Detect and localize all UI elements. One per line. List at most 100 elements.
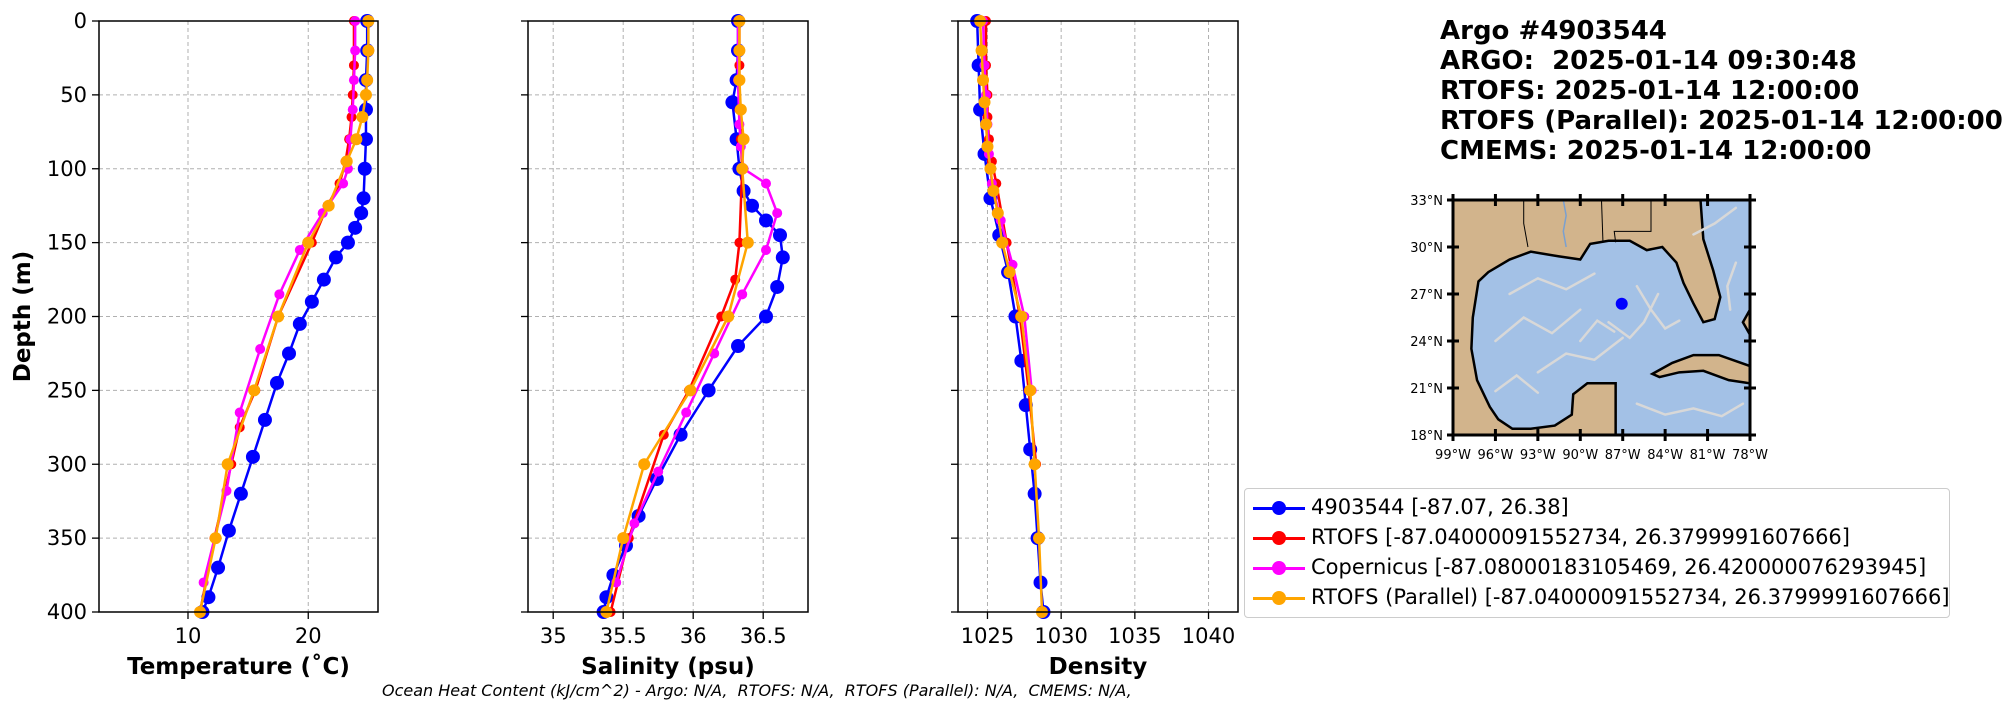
data-point: [245, 449, 260, 464]
data-point: [638, 458, 651, 471]
data-point: [731, 339, 745, 354]
data-point: [741, 236, 754, 249]
current-streak: [1508, 272, 1596, 296]
data-point: [282, 346, 297, 361]
legend-marker-icon: [1272, 531, 1286, 545]
data-point: [362, 44, 375, 57]
data-point: [722, 310, 735, 323]
argo-time: ARGO: 2025-01-14 09:30:48: [1440, 46, 1857, 76]
float-location-marker: [1615, 297, 1628, 310]
legend: 4903544 [-87.07, 26.38] RTOFS [-87.04000…: [1244, 488, 1950, 618]
legend-label: RTOFS [-87.04000091552734, 26.3799991607…: [1311, 525, 1850, 549]
data-point: [745, 198, 759, 213]
y-tick-label: 100: [47, 157, 87, 181]
y-tick-label: 400: [47, 600, 87, 624]
legend-label: RTOFS (Parallel) [-87.04000091552734, 26…: [1311, 585, 1950, 609]
data-point: [684, 384, 697, 397]
data-point: [773, 228, 787, 243]
current-streak: [1607, 292, 1660, 340]
location-map: 33°N 30°N 27°N 24°N 21°N 18°N 99°W 96°W 93°W 90°W…: [1410, 194, 1768, 463]
data-point: [975, 44, 988, 57]
data-point: [272, 310, 285, 323]
data-point: [358, 132, 373, 147]
data-point: [211, 560, 226, 575]
y-tick-label: 300: [47, 452, 87, 476]
legend-item-argo: 4903544 [-87.07, 26.38]: [1245, 493, 1945, 523]
legend-label: Copernicus [-87.08000183105469, 26.42000…: [1311, 555, 1927, 579]
data-point: [984, 162, 997, 175]
data-point: [209, 532, 222, 545]
legend-marker-icon: [1272, 501, 1286, 515]
map-lon-label: 78°W: [1732, 448, 1768, 463]
data-point: [617, 532, 630, 545]
legend-item-rtofs-parallel: RTOFS (Parallel) [-87.04000091552734, 26…: [1245, 583, 1950, 613]
data-point: [1027, 486, 1042, 501]
data-point: [1033, 532, 1046, 545]
current-streak: [1494, 373, 1540, 394]
data-point: [328, 250, 343, 265]
map-lat-label: 30°N: [1410, 241, 1443, 256]
x-tick-label: 10: [175, 624, 202, 648]
data-point: [734, 237, 745, 248]
y-axis-label: Depth (m): [10, 251, 36, 383]
current-streak: [1726, 261, 1738, 311]
x-tick-label: 35: [540, 624, 567, 648]
float-id-title: Argo #4903544: [1440, 16, 1667, 46]
data-point: [737, 133, 750, 146]
data-point: [274, 289, 285, 300]
data-point: [350, 45, 361, 56]
series-line: [615, 21, 779, 583]
data-point: [701, 383, 716, 398]
data-point: [257, 412, 272, 427]
data-point: [340, 155, 353, 168]
y-tick-label: 250: [47, 378, 87, 402]
chart-temperature: 0 50 100 150 200 250 300 350 400 10 20 Temperature …: [10, 9, 379, 680]
data-point: [338, 178, 349, 189]
data-point: [759, 213, 773, 228]
legend-marker-icon: [1272, 591, 1286, 605]
chart-density: 1025 1030 1035 1040 Density: [951, 14, 1239, 680]
current-streak: [1635, 284, 1681, 331]
data-point: [734, 103, 747, 116]
current-streak: [1692, 206, 1738, 236]
y-tick-label: 150: [47, 231, 87, 255]
data-point: [981, 140, 994, 153]
current-streak: [1635, 402, 1745, 418]
current-streak: [1494, 308, 1582, 343]
data-point: [348, 75, 359, 86]
chart-salinity: 35 35.5 36 36.5 Salinity (psu): [521, 14, 809, 680]
legend-marker-icon: [1272, 561, 1286, 575]
data-point: [772, 208, 783, 219]
map-lon-label: 99°W: [1435, 448, 1471, 463]
series-line: [978, 20, 1044, 613]
ocean-heat-content-footer: Ocean Heat Content (kJ/cm^2) - Argo: N/A…: [382, 681, 1132, 700]
x-tick-label: 36: [680, 624, 707, 648]
state-border: [1613, 200, 1652, 243]
y-tick-label: 200: [47, 305, 87, 329]
data-point: [759, 309, 773, 324]
data-point: [294, 245, 305, 256]
data-point: [770, 279, 785, 294]
x-axis-label: Density: [1049, 654, 1148, 680]
map-lon-label: 81°W: [1690, 448, 1726, 463]
x-tick-label: 1035: [1108, 624, 1161, 648]
map-lat-label: 18°N: [1410, 429, 1443, 444]
data-point: [725, 95, 740, 110]
data-point: [357, 161, 372, 176]
map-lat-label: 27°N: [1410, 288, 1443, 303]
profile-info-header: Argo #4903544 ARGO: 2025-01-14 09:30:48 RT…: [1440, 16, 2003, 166]
axes-frame: [98, 20, 379, 613]
map-lon-label: 84°W: [1647, 448, 1683, 463]
map-lon-label: 90°W: [1562, 448, 1598, 463]
map-lon-label: 87°W: [1605, 448, 1641, 463]
data-point: [991, 207, 1004, 220]
data-point: [761, 245, 771, 256]
x-tick-label: 20: [295, 624, 322, 648]
data-point: [316, 272, 331, 287]
data-point: [775, 250, 790, 265]
data-point: [221, 523, 236, 538]
data-point: [733, 74, 746, 87]
data-point: [361, 74, 374, 87]
data-point: [221, 458, 234, 471]
